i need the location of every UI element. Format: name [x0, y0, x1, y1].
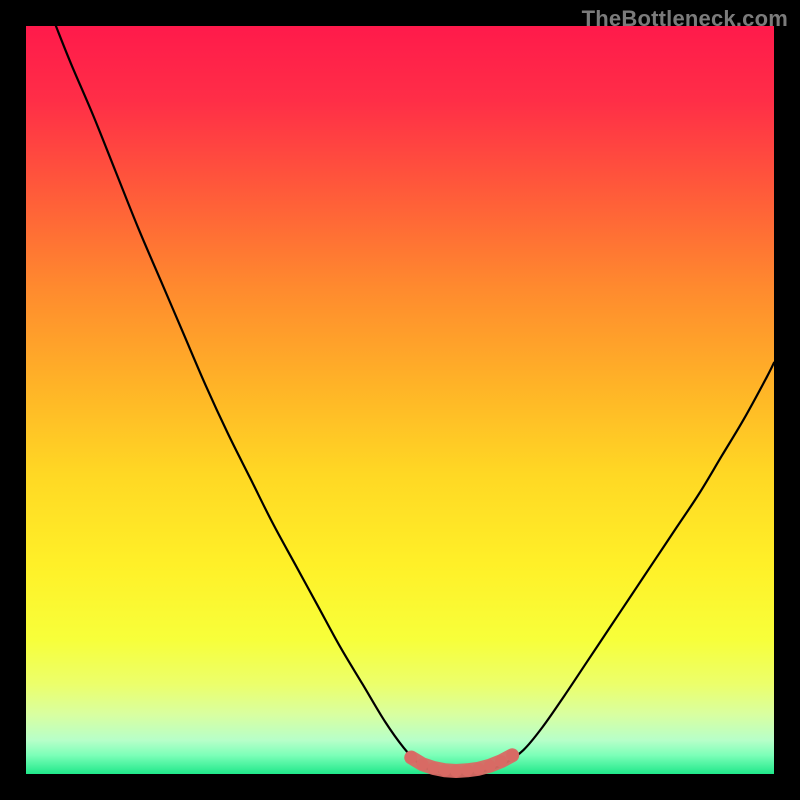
optimal-point-marker [495, 755, 507, 767]
optimal-point-marker [506, 749, 518, 761]
optimal-point-marker [461, 764, 473, 776]
optimal-point-marker [428, 762, 440, 774]
bottleneck-chart: TheBottleneck.com [0, 0, 800, 800]
plot-area [26, 26, 774, 774]
optimal-point-marker [473, 763, 485, 775]
chart-canvas [0, 0, 800, 800]
optimal-point-marker [484, 760, 496, 772]
optimal-point-marker [439, 764, 451, 776]
optimal-point-marker [450, 765, 462, 777]
optimal-point-marker [416, 758, 428, 770]
optimal-point-marker [405, 752, 417, 764]
watermark-text: TheBottleneck.com [582, 6, 788, 32]
